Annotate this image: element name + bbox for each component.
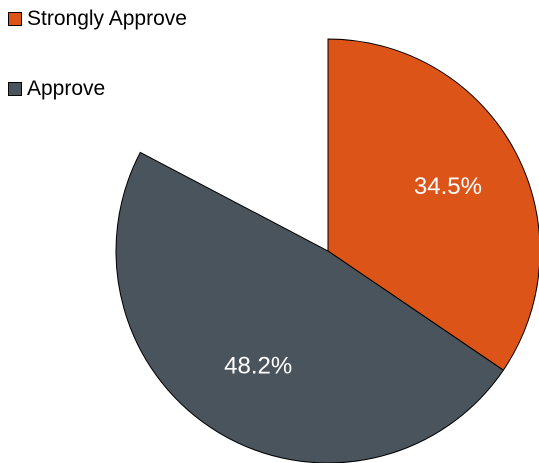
pie-label-approve: 48.2% (224, 353, 292, 380)
legend-swatch-strongly-approve (8, 12, 22, 26)
pie-slice-strongly-approve (327, 38, 539, 371)
legend-label-approve: Approve (27, 77, 106, 100)
pie-slice-approve (115, 151, 505, 463)
legend-swatch-approve (8, 82, 22, 96)
legend-label-strongly-approve: Strongly Approve (27, 7, 187, 30)
legend-item-approve: Approve (8, 76, 187, 102)
legend: Strongly Approve Approve (8, 6, 187, 102)
legend-item-strongly-approve: Strongly Approve (8, 6, 187, 32)
pie-label-strongly-approve: 34.5% (414, 173, 482, 200)
